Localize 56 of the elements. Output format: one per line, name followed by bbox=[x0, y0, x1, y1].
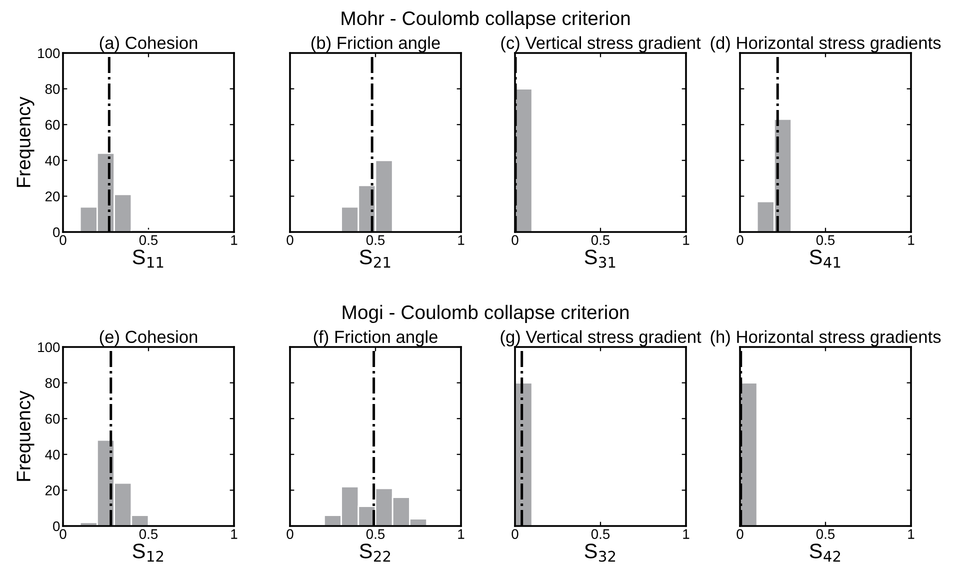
y-tick-label: 100 bbox=[38, 48, 60, 58]
x-tick-label: 0 bbox=[512, 235, 518, 245]
chart-title: (g) Vertical stress gradient bbox=[500, 330, 702, 346]
x-tick-label: 1 bbox=[683, 529, 690, 539]
x-tick-label: 0 bbox=[286, 529, 294, 539]
x-axis-title: S$_{12}$ bbox=[132, 544, 164, 562]
y-tick-label: 20 bbox=[45, 192, 60, 202]
x-axis-title: S$_{22}$ bbox=[360, 544, 390, 562]
x-tick-label: 0.5 bbox=[591, 235, 610, 245]
x-tick-label: 0 bbox=[512, 529, 518, 539]
y-tick-label: 40 bbox=[45, 156, 60, 166]
chart-title: (e) Cohesion bbox=[100, 330, 198, 346]
x-axis-title: S$_{41}$ bbox=[810, 250, 840, 268]
x-tick-label: 1 bbox=[908, 235, 914, 245]
x-tick-label: 0 bbox=[286, 235, 294, 245]
y-tick-label: 80 bbox=[45, 84, 60, 94]
y-tick-label: 0 bbox=[53, 521, 60, 532]
chart-subtitle: Mohr - Coulomb collapse criterion bbox=[342, 10, 630, 29]
y-tick-label: 100 bbox=[38, 342, 60, 352]
x-tick-label: 1 bbox=[458, 235, 464, 245]
chart-title: (d) Horizontal stress gradients bbox=[710, 36, 941, 52]
x-tick-label: 0.5 bbox=[591, 529, 610, 539]
x-tick-label: 1 bbox=[908, 529, 914, 539]
y-tick-label: 0 bbox=[53, 227, 60, 238]
y-tick-label: 20 bbox=[45, 486, 60, 496]
y-tick-label: 60 bbox=[45, 120, 60, 130]
x-axis-title: S$_{32}$ bbox=[584, 544, 616, 562]
x-axis-title: S$_{11}$ bbox=[132, 250, 164, 268]
chart-subtitle: Mogi - Coulomb collapse criterion bbox=[342, 304, 629, 323]
chart-title: (f) Friction angle bbox=[314, 330, 438, 346]
y-axis-title: Frequency bbox=[16, 390, 34, 481]
x-tick-label: 1 bbox=[458, 529, 464, 539]
y-tick-label: 80 bbox=[45, 378, 60, 388]
x-tick-label: 0 bbox=[736, 529, 744, 539]
chart-title: (h) Horizontal stress gradients bbox=[710, 330, 941, 346]
x-tick-label: 0.5 bbox=[366, 529, 385, 539]
x-tick-label: 1 bbox=[231, 235, 238, 245]
y-tick-label: 40 bbox=[45, 450, 60, 460]
x-tick-label: 1 bbox=[683, 235, 690, 245]
x-tick-label: 1 bbox=[231, 529, 238, 539]
x-axis-title: S$_{21}$ bbox=[360, 250, 390, 268]
x-tick-label: 0.5 bbox=[816, 235, 835, 245]
x-tick-label: 0.5 bbox=[816, 529, 835, 539]
x-axis-title: S$_{31}$ bbox=[584, 250, 616, 268]
x-tick-label: 0 bbox=[60, 235, 66, 245]
chart-title: (c) Vertical stress gradient bbox=[501, 36, 701, 52]
chart-title: (a) Cohesion bbox=[100, 36, 198, 52]
x-tick-label: 0 bbox=[60, 529, 66, 539]
y-axis-title: Frequency bbox=[16, 96, 34, 187]
y-tick-label: 60 bbox=[45, 414, 60, 424]
x-tick-label: 0.5 bbox=[366, 235, 385, 245]
x-tick-label: 0 bbox=[736, 235, 744, 245]
x-tick-label: 0.5 bbox=[139, 529, 158, 539]
x-axis-title: S$_{42}$ bbox=[810, 544, 840, 562]
chart-title: (b) Friction angle bbox=[311, 36, 440, 52]
x-tick-label: 0.5 bbox=[139, 235, 158, 245]
